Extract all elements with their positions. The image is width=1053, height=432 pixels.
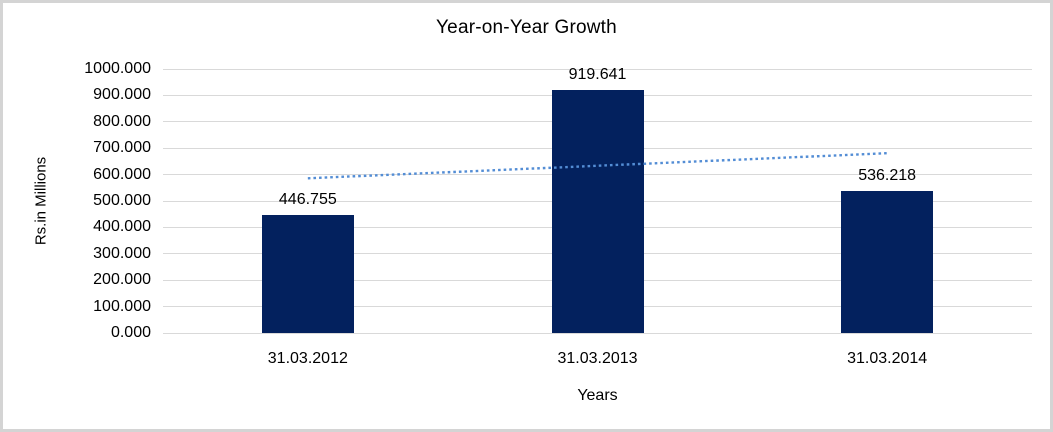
bar — [551, 90, 644, 333]
y-tick-label: 800.000 — [93, 112, 151, 130]
x-axis-title: Years — [577, 387, 618, 404]
x-tick-label: 31.03.2014 — [847, 350, 928, 367]
y-tick-label: 600.000 — [93, 165, 151, 183]
y-tick-label: 300.000 — [93, 244, 151, 262]
x-tick-label: 31.03.2013 — [557, 350, 638, 367]
y-tick-label: 400.000 — [93, 218, 151, 236]
bar — [261, 215, 354, 333]
gridline — [163, 68, 1032, 70]
y-tick-label: 1000.000 — [84, 60, 151, 77]
y-tick-label: 200.000 — [93, 271, 151, 289]
y-tick-label: 100.000 — [93, 297, 151, 315]
y-tick-label: 0.000 — [110, 324, 151, 341]
bar-value-label: 446.755 — [278, 191, 337, 209]
gridline — [163, 332, 1032, 334]
x-tick-label: 31.03.2012 — [267, 350, 348, 367]
chart-title: Year-on-Year Growth — [436, 17, 617, 38]
bar-value-label: 919.641 — [568, 66, 627, 84]
bar — [841, 191, 934, 333]
y-tick-label: 700.000 — [93, 139, 151, 157]
y-tick-label: 900.000 — [93, 86, 151, 104]
bar-value-label: 536.218 — [858, 167, 917, 185]
y-tick-label: 500.000 — [93, 192, 151, 209]
